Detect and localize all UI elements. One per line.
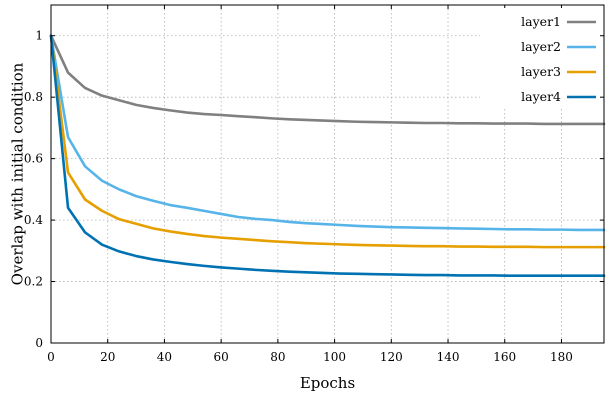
x-tick-label: 40 (157, 350, 172, 364)
series-line-layer3 (49, 34, 606, 249)
y-tick-label: 0.2 (24, 275, 43, 289)
series-line-layer4 (49, 34, 606, 278)
plot-frame (50, 4, 605, 344)
series-lines (49, 34, 606, 278)
x-tick-label: 80 (270, 350, 285, 364)
series-line-layer1 (49, 34, 606, 126)
x-axis-title: Epochs (300, 374, 355, 392)
x-tick-label: 160 (493, 350, 516, 364)
x-tick-label: 120 (380, 350, 403, 364)
x-tick-label: 60 (214, 350, 229, 364)
y-tick-label: 0 (35, 336, 43, 350)
y-tick-label: 1 (35, 29, 43, 43)
y-tick-label: 0.8 (24, 90, 43, 104)
legend-label-layer1: layer1 (521, 14, 561, 29)
x-tick-label: 180 (550, 350, 573, 364)
legend: layer1 layer2 layer3 layer4 (480, 8, 600, 108)
x-tick-label: 20 (100, 350, 115, 364)
x-tick-label: 100 (323, 350, 346, 364)
legend-label-layer2: layer2 (521, 39, 561, 54)
y-tick-label: 0.6 (24, 152, 43, 166)
y-axis-title: Overlap with initial condition (8, 62, 26, 285)
axis-ticks: 0 20 40 60 80 100 120 140 160 180 0 0.2 0.4 0.6 0.8 1 (24, 5, 604, 364)
legend-background (480, 8, 600, 108)
series-line-layer2 (49, 34, 606, 232)
y-tick-label: 0.4 (24, 213, 43, 227)
x-tick-label: 0 (47, 350, 55, 364)
x-tick-label: 140 (437, 350, 460, 364)
legend-label-layer4: layer4 (521, 89, 561, 104)
legend-label-layer3: layer3 (521, 64, 561, 79)
